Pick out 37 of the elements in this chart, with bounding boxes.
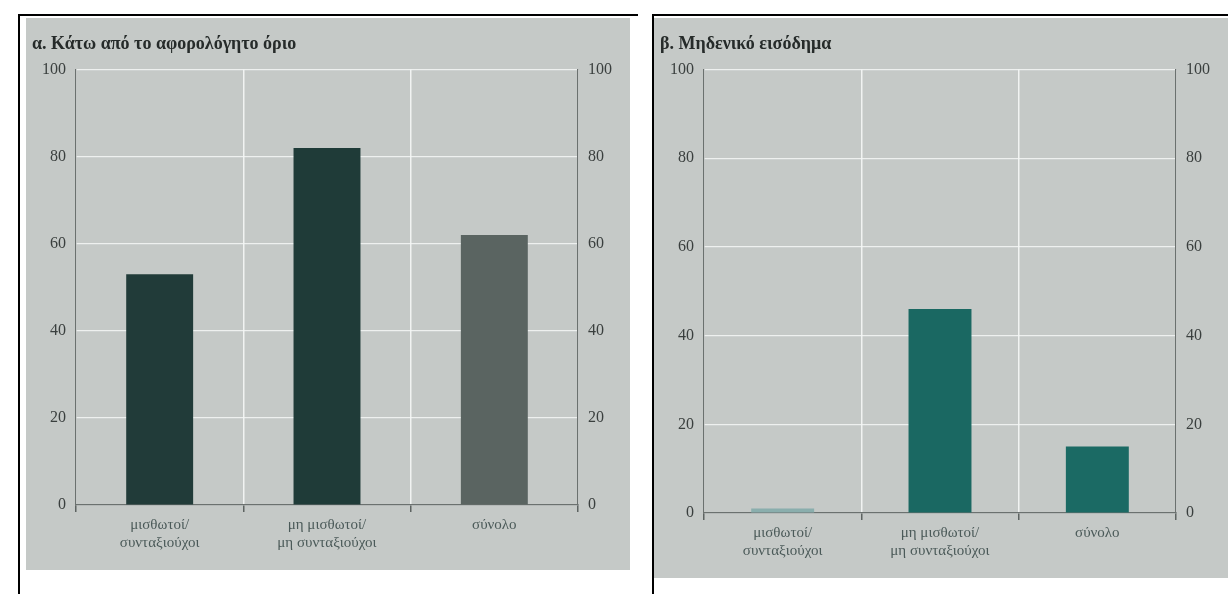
y-tick-label: 0: [686, 503, 694, 521]
y-tick-label: 100: [670, 59, 694, 77]
x-tick-label: μισθωτοί/ συνταξιούχοι: [742, 523, 823, 558]
chart-title: β. Μηδενικό εισόδημα: [660, 33, 832, 54]
x-tick-label: σύνολο: [1075, 523, 1120, 540]
x-tick-label: σύνολο: [472, 515, 517, 532]
y-tick-label: 60: [50, 233, 66, 251]
y2-tick-label: 20: [588, 408, 604, 426]
y-tick-label: 20: [678, 414, 694, 432]
y-tick-label: 40: [678, 325, 694, 343]
y2-tick-label: 100: [1186, 59, 1210, 77]
x-tick-label: μισθωτοί/ συνταξιούχοι: [119, 515, 200, 550]
y-tick-label: 60: [678, 237, 694, 255]
y2-tick-label: 0: [588, 495, 596, 513]
bar: [908, 309, 972, 513]
y2-tick-label: 0: [1186, 503, 1194, 521]
y2-tick-label: 20: [1186, 414, 1202, 432]
y-tick-label: 100: [42, 59, 66, 77]
chart-title: α. Κάτω από το αφορολόγητο όριο: [32, 33, 297, 54]
y2-tick-label: 80: [1186, 148, 1202, 166]
y-tick-label: 0: [58, 495, 66, 513]
bar: [460, 235, 528, 505]
bar: [126, 274, 194, 505]
bar: [1065, 446, 1129, 513]
y2-tick-label: 40: [588, 321, 604, 339]
y2-tick-label: 60: [1186, 237, 1202, 255]
y2-tick-label: 80: [588, 146, 604, 164]
y-tick-label: 80: [50, 146, 66, 164]
y2-tick-label: 40: [1186, 325, 1202, 343]
x-tick-label: μη μισθωτοί/ μη συνταξιούχοι: [277, 515, 377, 550]
y-tick-label: 40: [50, 321, 66, 339]
y-tick-label: 80: [678, 148, 694, 166]
y2-tick-label: 60: [588, 233, 604, 251]
bar: [293, 147, 361, 505]
y2-tick-label: 100: [588, 59, 612, 77]
x-tick-label: μη μισθωτοί/ μη συνταξιούχοι: [890, 523, 990, 558]
y-tick-label: 20: [50, 408, 66, 426]
